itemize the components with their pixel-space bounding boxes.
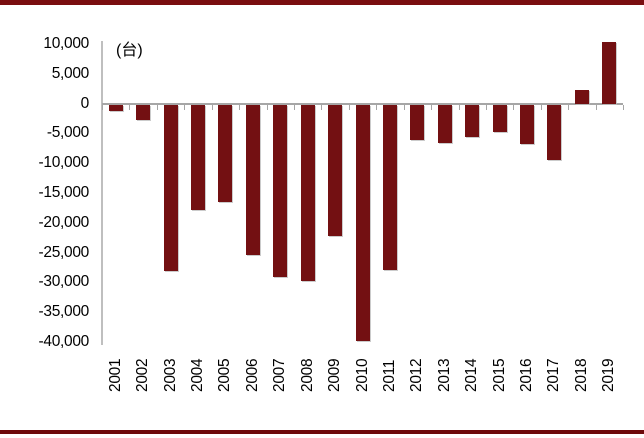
y-axis-label: -25,000 <box>38 243 90 261</box>
x-axis-label: 2018 <box>572 358 590 392</box>
y-axis-label: -5,000 <box>46 124 89 142</box>
x-axis-tick <box>293 104 295 110</box>
bar-2006 <box>245 104 260 255</box>
x-axis-tick <box>595 104 597 110</box>
x-axis-line <box>102 102 623 105</box>
x-axis-label: 2003 <box>161 358 179 392</box>
x-axis-tick <box>568 104 570 110</box>
bar-2018 <box>574 89 589 104</box>
x-axis-tick <box>485 104 487 110</box>
x-axis-tick <box>376 104 378 110</box>
x-axis-label: 2013 <box>435 358 453 392</box>
x-axis-label: 2004 <box>189 358 206 392</box>
x-axis-label: 2005 <box>216 358 234 392</box>
bar-2012 <box>410 104 425 140</box>
y-axis-label: -35,000 <box>38 303 90 321</box>
x-axis-label: 2010 <box>353 358 371 392</box>
x-axis-tick <box>431 104 433 110</box>
y-axis-label: -30,000 <box>38 273 90 291</box>
bar-2013 <box>437 104 452 143</box>
x-axis-tick <box>156 104 158 110</box>
bar-2008 <box>300 104 315 281</box>
x-axis-tick <box>513 104 515 110</box>
y-axis-line <box>101 41 103 345</box>
x-axis-tick <box>211 104 213 110</box>
y-axis-label: -10,000 <box>38 154 90 172</box>
x-axis-tick <box>348 104 350 110</box>
bottom-border-rule <box>0 430 644 434</box>
x-axis-tick <box>102 104 103 110</box>
y-axis-label: 5,000 <box>51 64 90 82</box>
x-axis-tick <box>458 104 460 110</box>
x-axis-tick <box>623 104 624 110</box>
unit-label: (台) <box>116 42 143 59</box>
y-axis-label: -15,000 <box>38 184 90 201</box>
x-axis-label: 2007 <box>271 358 289 392</box>
x-axis-tick <box>321 104 323 110</box>
x-axis-label: 2016 <box>518 358 535 392</box>
top-border-rule <box>0 0 644 5</box>
x-axis-label: 2015 <box>490 358 508 392</box>
x-axis-label: 2001 <box>106 358 124 392</box>
bar-2015 <box>492 104 507 132</box>
bar-2010 <box>355 104 370 342</box>
x-axis-label: 2019 <box>600 358 618 392</box>
x-axis-label: 2014 <box>463 358 481 392</box>
bar-2001 <box>108 104 123 112</box>
bar-2016 <box>520 104 534 144</box>
x-axis-label: 2012 <box>408 358 426 392</box>
y-axis-label: -40,000 <box>38 333 90 350</box>
bar-2004 <box>191 104 205 211</box>
bar-2003 <box>163 104 178 271</box>
x-axis-tick <box>403 104 405 110</box>
x-axis-tick <box>129 104 131 110</box>
x-axis-tick <box>540 104 542 110</box>
y-axis-label: 10,000 <box>43 35 89 52</box>
bar-2007 <box>273 104 288 277</box>
bar-2019 <box>602 42 617 104</box>
bar-2011 <box>382 104 397 270</box>
x-axis-label: 2002 <box>134 358 152 392</box>
x-axis-tick <box>184 104 186 110</box>
x-axis-label: 2006 <box>243 358 261 392</box>
y-axis-label: -20,000 <box>38 213 90 231</box>
x-axis-label: 2017 <box>545 358 563 392</box>
bar-2005 <box>218 104 233 202</box>
x-axis-label: 2011 <box>380 359 398 392</box>
bar-2002 <box>136 104 151 121</box>
bar-2017 <box>547 104 562 160</box>
x-axis-label: 2008 <box>298 358 316 392</box>
bar-2014 <box>465 104 480 137</box>
bar-2009 <box>328 104 343 237</box>
y-axis-label: 0 <box>80 94 90 112</box>
x-axis-tick <box>266 104 268 110</box>
x-axis-label: 2009 <box>326 358 344 392</box>
x-axis-tick <box>239 104 241 110</box>
